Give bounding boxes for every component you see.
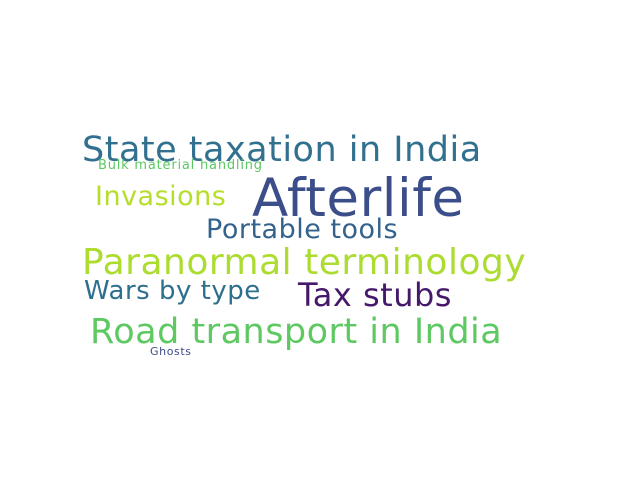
word-tax-stubs: Tax stubs [298,276,452,314]
word-portable-tools: Portable tools [206,214,399,245]
word-invasions: Invasions [95,181,227,212]
word-state-taxation-in-india: State taxation in India [82,130,482,170]
word-bulk-material-handling: Bulk material handling [98,158,263,173]
word-road-transport-in-india: Road transport in India [90,312,503,352]
word-afterlife: Afterlife [252,168,465,229]
word-ghosts: Ghosts [150,345,192,358]
word-wars-by-type: Wars by type [84,276,261,306]
word-paranormal-terminology: Paranormal terminology [82,242,527,283]
